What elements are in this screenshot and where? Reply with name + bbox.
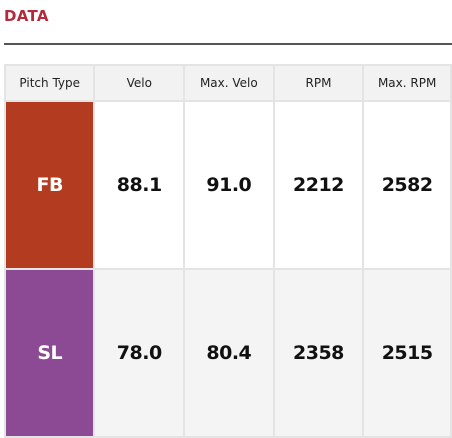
section-title: DATA <box>4 7 49 25</box>
column-header-velo: Velo <box>93 64 186 102</box>
table-header-row: Pitch Type Velo Max. Velo RPM Max. RPM <box>3 64 452 102</box>
rpm-cell: 2358 <box>272 268 365 438</box>
velo-cell: 88.1 <box>93 100 186 270</box>
pitch-data-table: Pitch Type Velo Max. Velo RPM Max. RPM F… <box>3 64 452 438</box>
max-velo-cell: 91.0 <box>183 100 275 270</box>
max-velo-cell: 80.4 <box>183 268 275 438</box>
column-header-rpm: RPM <box>272 64 365 102</box>
max-rpm-cell: 2515 <box>362 268 452 438</box>
column-header-pitch-type: Pitch Type <box>3 64 96 102</box>
pitch-type-cell: SL <box>3 268 96 438</box>
table-row: FB 88.1 91.0 2212 2582 <box>3 100 452 270</box>
column-header-max-velo: Max. Velo <box>183 64 275 102</box>
section-divider <box>4 43 452 45</box>
pitch-type-cell: FB <box>3 100 96 270</box>
column-header-max-rpm: Max. RPM <box>362 64 452 102</box>
velo-cell: 78.0 <box>93 268 186 438</box>
rpm-cell: 2212 <box>272 100 365 270</box>
table-row: SL 78.0 80.4 2358 2515 <box>3 268 452 438</box>
max-rpm-cell: 2582 <box>362 100 452 270</box>
